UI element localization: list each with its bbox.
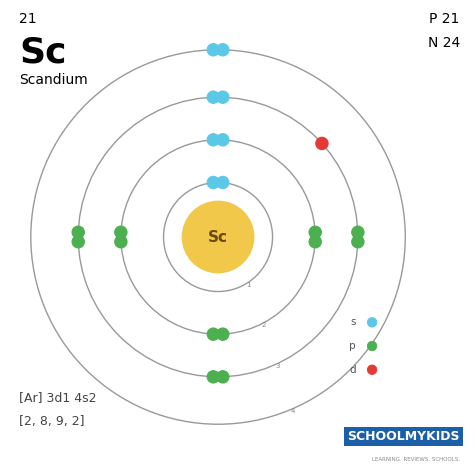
Circle shape (352, 226, 364, 238)
Text: LEARNING. REVIEWS. SCHOOLS.: LEARNING. REVIEWS. SCHOOLS. (372, 457, 460, 462)
Circle shape (115, 226, 127, 238)
Text: N 24: N 24 (428, 36, 460, 50)
Circle shape (217, 328, 229, 340)
Circle shape (115, 236, 127, 248)
Circle shape (207, 134, 219, 146)
Text: 4: 4 (291, 408, 295, 414)
Circle shape (207, 91, 219, 103)
Circle shape (182, 201, 254, 273)
Circle shape (72, 236, 84, 248)
Text: [2, 8, 9, 2]: [2, 8, 9, 2] (19, 415, 84, 428)
Circle shape (367, 365, 377, 374)
Text: s: s (350, 317, 356, 328)
Circle shape (352, 236, 364, 248)
Text: 3: 3 (275, 363, 280, 369)
Text: 2: 2 (262, 322, 266, 328)
Circle shape (217, 44, 229, 56)
Circle shape (207, 371, 219, 383)
Text: Scandium: Scandium (19, 73, 88, 88)
Text: Sc: Sc (208, 229, 228, 245)
Circle shape (309, 236, 321, 248)
Text: 1: 1 (246, 282, 250, 288)
Circle shape (316, 137, 328, 150)
Circle shape (217, 176, 229, 189)
Text: [Ar] 3d1 4s2: [Ar] 3d1 4s2 (19, 391, 97, 404)
Text: 21: 21 (19, 12, 36, 26)
Circle shape (72, 226, 84, 238)
Text: d: d (349, 365, 356, 375)
Circle shape (309, 226, 321, 238)
Text: SCHOOLMYKIDS: SCHOOLMYKIDS (347, 430, 460, 443)
Circle shape (207, 176, 219, 189)
Circle shape (207, 44, 219, 56)
Circle shape (367, 341, 377, 351)
Circle shape (217, 91, 229, 103)
Text: p: p (349, 341, 356, 351)
Text: Sc: Sc (19, 36, 66, 70)
Circle shape (367, 318, 377, 327)
Circle shape (217, 134, 229, 146)
Circle shape (207, 328, 219, 340)
Text: P 21: P 21 (429, 12, 460, 26)
Circle shape (217, 371, 229, 383)
